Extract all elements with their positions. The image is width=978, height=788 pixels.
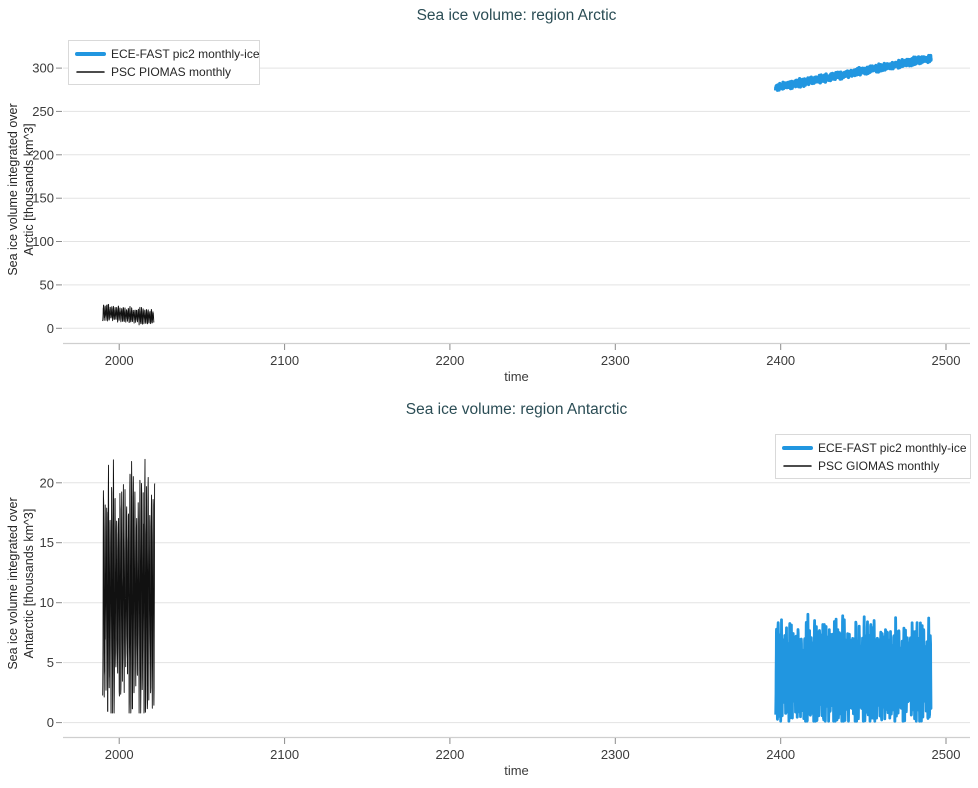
- y-tick-label: 0: [47, 715, 54, 730]
- chart-canvas-0: 2000 2100 2200 2300 2400 2500 0 50 100 150 200 250 3…: [32, 40, 970, 368]
- y-tick-label: 5: [47, 655, 54, 670]
- series-line-psc-piomas-monthly: [102, 303, 155, 326]
- y-tick-label: 10: [40, 595, 54, 610]
- y-tick-label: 100: [32, 234, 54, 249]
- legend-label: PSC GIOMAS monthly: [818, 459, 939, 473]
- antarctic-sea-ice-chart: 2000 2100 2200 2300 2400 2500 0 5 10 15 20 ECE-FAST…: [0, 394, 978, 788]
- y-tick-label: 150: [32, 191, 54, 206]
- y-axis-label-antarctic: Sea ice volume integrated over Antarctic…: [6, 497, 36, 670]
- series-line-psc-giomas-monthly: [102, 458, 156, 714]
- x-tick-label: 2100: [270, 353, 299, 368]
- chart-title-arctic: Sea ice volume: region Arctic: [416, 7, 617, 24]
- x-tick-label: 2500: [932, 747, 961, 762]
- x-tick-label: 2400: [766, 353, 795, 368]
- chart-canvas-1: 2000 2100 2200 2300 2400 2500 0 5 10 15 20 ECE-FAST…: [40, 434, 971, 762]
- legend-label: ECE-FAST pic2 monthly-ice: [818, 441, 967, 455]
- y-axis-label-arctic: Sea ice volume integrated over Arctic [t…: [6, 103, 36, 276]
- legend-label: PSC PIOMAS monthly: [111, 65, 231, 79]
- y-tick-label: 300: [32, 61, 54, 76]
- x-axis-label-time: time: [504, 369, 529, 384]
- x-axis-label-time: time: [504, 763, 529, 778]
- x-tick-label: 2500: [932, 353, 961, 368]
- x-tick-label: 2200: [435, 747, 464, 762]
- legend-label: ECE-FAST pic2 monthly-ice: [111, 47, 260, 61]
- x-tick-label: 2100: [270, 747, 299, 762]
- legend-box: [775, 434, 971, 479]
- y-tick-label: 20: [40, 475, 54, 490]
- chart-title-antarctic: Sea ice volume: region Antarctic: [405, 401, 628, 418]
- x-tick-label: 2400: [766, 747, 795, 762]
- legend-box: [68, 40, 260, 85]
- x-tick-label: 2300: [601, 747, 630, 762]
- series-line-ece-fast-pic2-monthly-ice: [774, 53, 933, 92]
- y-tick-label: 0: [47, 321, 54, 336]
- series-line-ece-fast-pic2-monthly-ice: [774, 612, 933, 723]
- x-tick-label: 2300: [601, 353, 630, 368]
- y-tick-label: 250: [32, 104, 54, 119]
- y-tick-label: 200: [32, 147, 54, 162]
- legend: ECE-FAST pic2 monthly-ice PSC PIOMAS mont…: [68, 40, 260, 85]
- y-tick-label: 50: [40, 277, 54, 292]
- arctic-sea-ice-chart: 2000 2100 2200 2300 2400 2500 0 50 100 150 200 250 3…: [6, 7, 970, 384]
- x-tick-label: 2000: [105, 353, 134, 368]
- x-tick-label: 2000: [105, 747, 134, 762]
- legend: ECE-FAST pic2 monthly-ice PSC GIOMAS mont…: [775, 434, 971, 479]
- y-tick-label: 15: [40, 535, 54, 550]
- x-tick-label: 2200: [435, 353, 464, 368]
